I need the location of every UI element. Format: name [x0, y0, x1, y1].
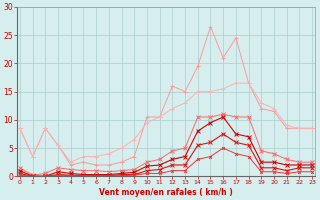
X-axis label: Vent moyen/en rafales ( km/h ): Vent moyen/en rafales ( km/h ): [99, 188, 233, 197]
